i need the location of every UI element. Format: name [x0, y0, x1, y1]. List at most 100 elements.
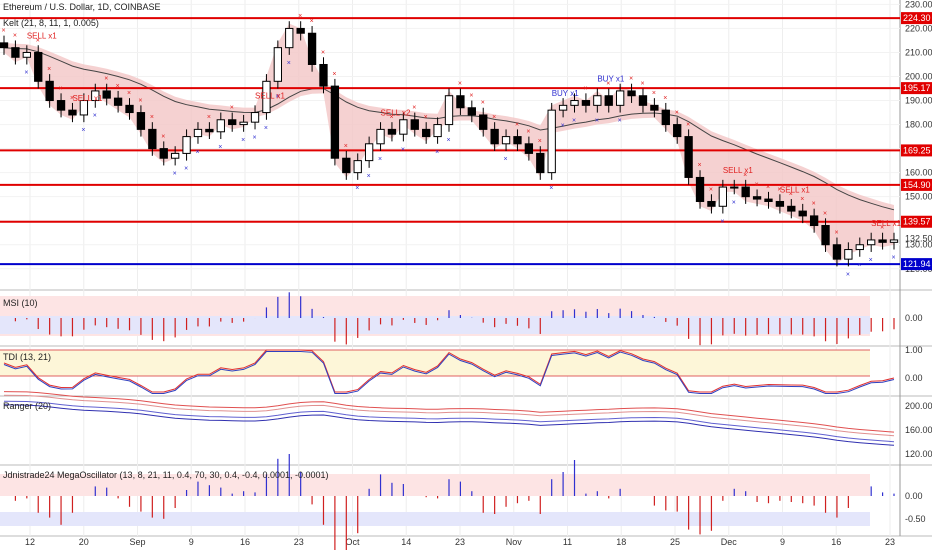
- signal-marker: ×: [629, 76, 633, 83]
- signal-label: BUY x1: [597, 75, 625, 84]
- candle-body: [433, 124, 442, 138]
- x-tick-label: 12: [25, 537, 35, 547]
- signal-marker: ×: [698, 162, 702, 169]
- signal-marker: ×: [538, 138, 542, 145]
- candle-body: [34, 51, 43, 82]
- candle-body: [467, 107, 476, 116]
- signal-marker: ×: [857, 262, 861, 269]
- candle-body: [809, 215, 819, 227]
- candle-body: [832, 244, 842, 260]
- level-tag-label: 195.17: [903, 83, 931, 93]
- signal-marker: ×: [492, 114, 496, 121]
- signal-marker: ×: [367, 173, 371, 180]
- signal-marker: ×: [504, 156, 508, 163]
- tdi-line-blue: [3, 351, 895, 394]
- candle-body: [102, 90, 111, 99]
- candle-body: [262, 80, 271, 114]
- candle-body: [364, 143, 374, 162]
- tdi-zone: [0, 350, 870, 376]
- candle-body: [193, 128, 203, 138]
- candle-body: [684, 136, 693, 178]
- signal-marker: ×: [652, 90, 656, 97]
- ranger-band-line: [3, 391, 895, 433]
- signal-marker: ×: [777, 186, 781, 193]
- candle-body: [650, 104, 659, 111]
- candle-body: [593, 95, 602, 106]
- candle-body: [68, 109, 77, 116]
- last-price-label: 132.50: [905, 234, 932, 244]
- x-tick-label: 23: [885, 537, 895, 547]
- ranger-band-line: [3, 394, 895, 437]
- candle-body: [581, 100, 591, 106]
- signal-label: SELL x1: [871, 219, 901, 228]
- candle-body: [205, 128, 214, 133]
- signal-marker: ×: [230, 105, 234, 112]
- signal-marker: ×: [572, 118, 576, 125]
- signal-marker: ×: [2, 28, 6, 35]
- candle-body: [764, 198, 773, 202]
- tdi-tick-label: 0.00: [905, 373, 923, 383]
- keltner-band: [4, 23, 894, 264]
- candle-body: [787, 205, 796, 212]
- x-tick-label: 16: [240, 537, 250, 547]
- signal-marker: ×: [310, 18, 314, 25]
- mega-zone-top: [0, 474, 870, 496]
- signal-marker: ×: [469, 93, 473, 100]
- signal-label: BUY x1: [552, 89, 580, 98]
- signal-marker: ×: [549, 185, 553, 192]
- signal-marker: ×: [116, 83, 120, 90]
- candle-body: [741, 186, 750, 198]
- x-tick-label: Oct: [345, 537, 360, 547]
- signal-marker: ×: [253, 134, 257, 141]
- msi-panel-label: MSI (10): [3, 298, 38, 308]
- signal-marker: ×: [184, 166, 188, 173]
- candle-body: [844, 249, 853, 260]
- candle-body: [604, 95, 613, 106]
- ranger-tick-label: 120.00: [905, 449, 932, 459]
- candle-body: [79, 100, 89, 116]
- candle-body: [11, 47, 20, 58]
- candle-body: [867, 239, 876, 246]
- ranger-panel-label: Ranger (20): [3, 401, 52, 411]
- level-tag-label: 139.57: [903, 217, 931, 227]
- candle-body: [353, 160, 362, 174]
- x-tick-label: 14: [401, 537, 411, 547]
- candle-body: [798, 210, 807, 217]
- signal-marker: ×: [241, 137, 245, 144]
- msi-tick-label: 0.00: [905, 313, 923, 323]
- x-tick-label: 23: [455, 537, 465, 547]
- signal-marker: ×: [709, 186, 713, 193]
- candle-body: [501, 136, 511, 145]
- candle-body: [878, 239, 887, 243]
- candle-body: [273, 47, 283, 82]
- candle-body: [422, 128, 431, 138]
- signal-marker: ×: [138, 97, 142, 104]
- candle-body: [752, 196, 762, 200]
- signal-marker: ×: [595, 118, 599, 125]
- signal-marker: ×: [675, 109, 679, 116]
- signal-marker: ×: [195, 149, 199, 156]
- mega-zone-bottom: [0, 512, 870, 526]
- candle-body: [376, 128, 385, 145]
- candle-body: [250, 112, 260, 123]
- signal-marker: ×: [321, 49, 325, 56]
- signal-marker: ×: [755, 181, 759, 188]
- signal-marker: ×: [880, 225, 884, 232]
- candle-body: [615, 90, 625, 106]
- signal-label: SELL x2: [381, 108, 411, 117]
- x-tick-label: Nov: [506, 537, 523, 547]
- signal-marker: ×: [481, 100, 485, 107]
- candle-body: [216, 119, 225, 133]
- signal-marker: ×: [218, 144, 222, 151]
- candle-body: [456, 95, 465, 109]
- level-tag: [901, 82, 932, 95]
- candle-body: [239, 121, 248, 126]
- candle-body: [410, 119, 419, 130]
- level-tag-label: 121.94: [903, 259, 931, 269]
- candle-body: [91, 90, 100, 102]
- candle-body: [627, 90, 636, 97]
- candle-body: [170, 152, 180, 159]
- signal-marker: ×: [686, 121, 690, 128]
- signal-marker: ×: [401, 146, 405, 153]
